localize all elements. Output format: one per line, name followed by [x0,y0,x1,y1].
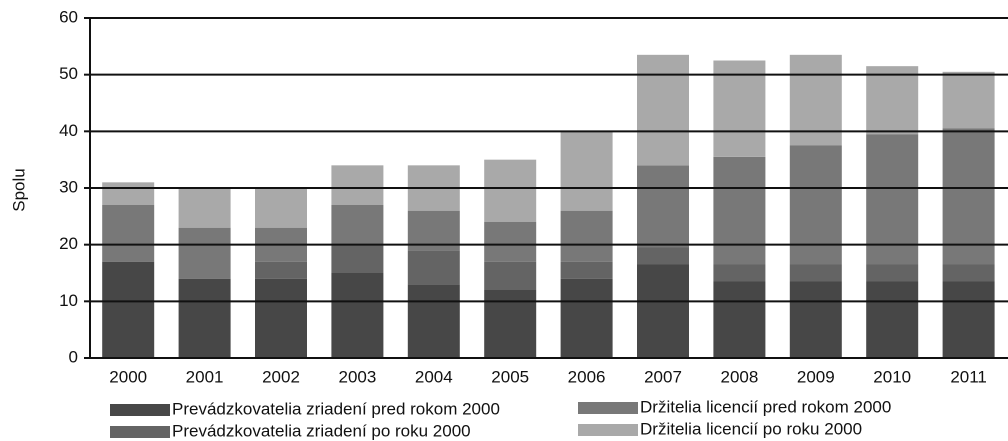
bar-segment [255,278,307,358]
y-tick-label: 0 [69,347,78,366]
bar-segment [637,247,689,265]
legend-label: Držitelia licencií pred rokom 2000 [640,397,891,416]
x-tick-label: 2005 [491,367,529,386]
bar-segment [713,60,766,157]
bar-segment [178,227,231,279]
bar-segment [484,159,537,222]
x-tick-label: 2000 [109,367,147,386]
bar-segment [484,290,537,358]
x-tick-label: 2003 [338,367,376,386]
y-tick-label: 20 [59,234,78,253]
x-tick-label: 2007 [644,367,682,386]
bar-segment [560,131,613,211]
bar-segment [102,182,155,205]
bar-segment [484,261,537,290]
y-tick-label: 50 [59,64,78,83]
bar-segment [178,188,231,228]
y-tick-label: 60 [59,7,78,26]
bar-segment [866,134,919,265]
bar-segment [102,261,155,358]
bar-segment [713,281,766,358]
x-tick-label: 2008 [720,367,758,386]
bar-segment [637,54,689,166]
bar-segment [713,264,766,282]
x-tick-label: 2010 [873,367,911,386]
bar-segment [331,273,384,358]
bar-segment [637,264,689,358]
y-tick-label: 10 [59,291,78,310]
bar-segment [484,222,537,262]
bar-segment [178,278,231,358]
bar-segment [866,66,919,135]
bar-segment [560,278,613,358]
legend-swatch [110,426,170,438]
bar-segment [102,205,155,262]
legend-swatch [578,402,638,414]
bar-segment [331,244,384,273]
bar-segment [560,261,613,279]
bar-segment [789,145,842,265]
bar-segment [942,264,995,282]
bar-segment [407,250,460,285]
bar-segment [942,281,995,358]
bar-segment [789,281,842,358]
x-tick-label: 2002 [262,367,300,386]
legend-label: Prevádzkovatelia zriadení pred rokom 200… [172,399,500,418]
legend-swatch [110,404,170,416]
x-tick-label: 2011 [950,367,987,386]
bar-segment [637,165,689,248]
x-tick-label: 2001 [186,367,224,386]
bar-segment [255,261,307,279]
bar-segment [255,188,307,228]
x-tick-label: 2004 [415,367,453,386]
legend-label: Držitelia licencií po roku 2000 [640,419,862,438]
y-tick-label: 30 [59,177,78,196]
bar-segment [942,71,995,129]
y-axis-label: Spolu [9,168,28,211]
bar-segment [407,284,460,358]
legend-swatch [578,424,638,436]
bar-segment [331,165,384,205]
bar-segment [713,156,766,265]
bar-segment [331,205,384,245]
bar-segment [866,264,919,282]
bar-segment [866,281,919,358]
x-tick-label: 2009 [797,367,835,386]
y-tick-label: 40 [59,121,78,140]
x-tick-label: 2006 [568,367,606,386]
bar-segment [942,128,995,265]
bar-segment [560,210,613,262]
bar-segment [789,264,842,282]
legend-label: Prevádzkovatelia zriadení po roku 2000 [172,421,471,440]
